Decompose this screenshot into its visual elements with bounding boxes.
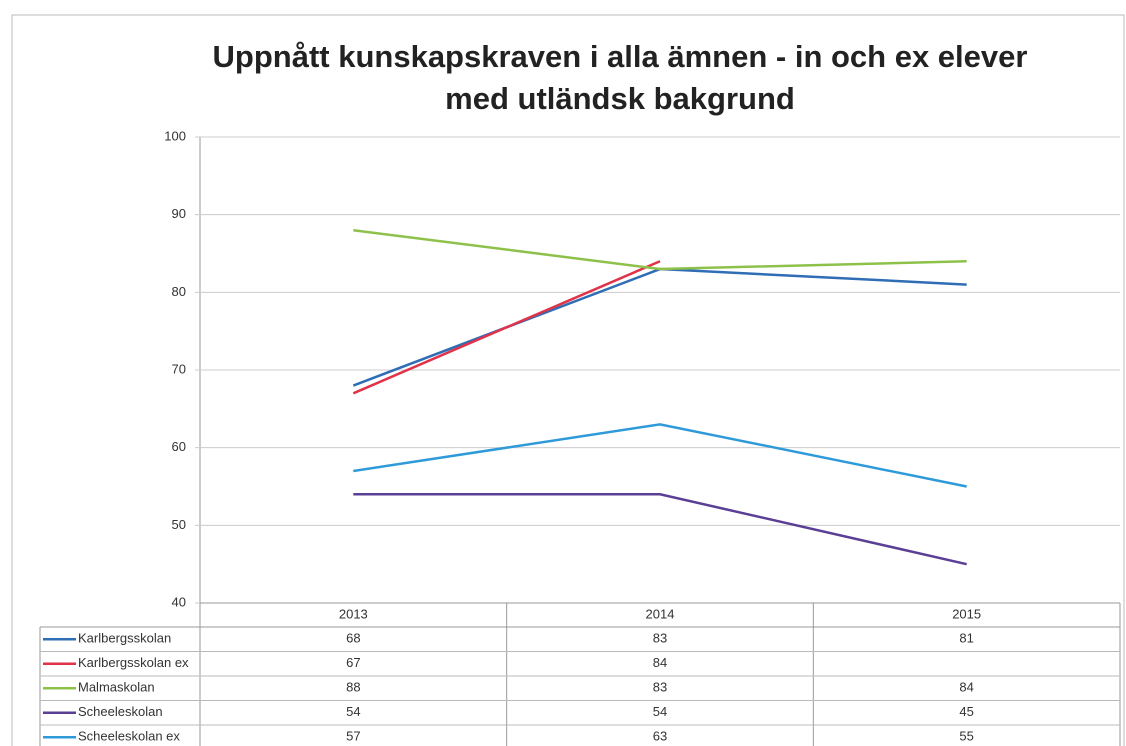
- y-tick-label: 90: [172, 206, 186, 221]
- series-line: [353, 493, 967, 566]
- table-value: 55: [959, 729, 973, 744]
- table-value: 84: [959, 680, 973, 695]
- legend-label: Scheeleskolan ex: [78, 729, 180, 744]
- x-tick-label: 2014: [646, 606, 675, 621]
- y-tick-label: 100: [164, 128, 186, 143]
- legend-label: Karlbergsskolan: [78, 631, 171, 646]
- series-line: [352, 260, 661, 395]
- legend-label: Karlbergsskolan ex: [78, 655, 189, 670]
- y-tick-label: 40: [172, 594, 186, 609]
- legend-label: Malmaskolan: [78, 680, 155, 695]
- series-line: [352, 267, 967, 387]
- series-line: [353, 228, 967, 271]
- y-tick-label: 60: [172, 439, 186, 454]
- series-line: [353, 423, 967, 488]
- table-value: 45: [959, 704, 973, 719]
- table-value: 83: [653, 631, 667, 646]
- frame: [11, 14, 1125, 746]
- y-tick-label: 50: [172, 517, 186, 532]
- table-value: 54: [653, 704, 667, 719]
- x-tick-label: 2013: [339, 606, 368, 621]
- x-tick-label: 2015: [952, 606, 981, 621]
- table-value: 57: [346, 729, 360, 744]
- y-tick-label: 80: [172, 284, 186, 299]
- table-value: 63: [653, 729, 667, 744]
- y-tick-label: 70: [172, 361, 186, 376]
- table-value: 81: [959, 631, 973, 646]
- chart-title: Uppnått kunskapskraven i alla ämnen - in…: [212, 39, 1028, 116]
- table-value: 54: [346, 704, 360, 719]
- table-value: 88: [346, 680, 360, 695]
- table-value: 84: [653, 655, 667, 670]
- legend-label: Scheeleskolan: [78, 704, 163, 719]
- table-value: 67: [346, 655, 360, 670]
- table-value: 83: [653, 680, 667, 695]
- table-value: 68: [346, 631, 360, 646]
